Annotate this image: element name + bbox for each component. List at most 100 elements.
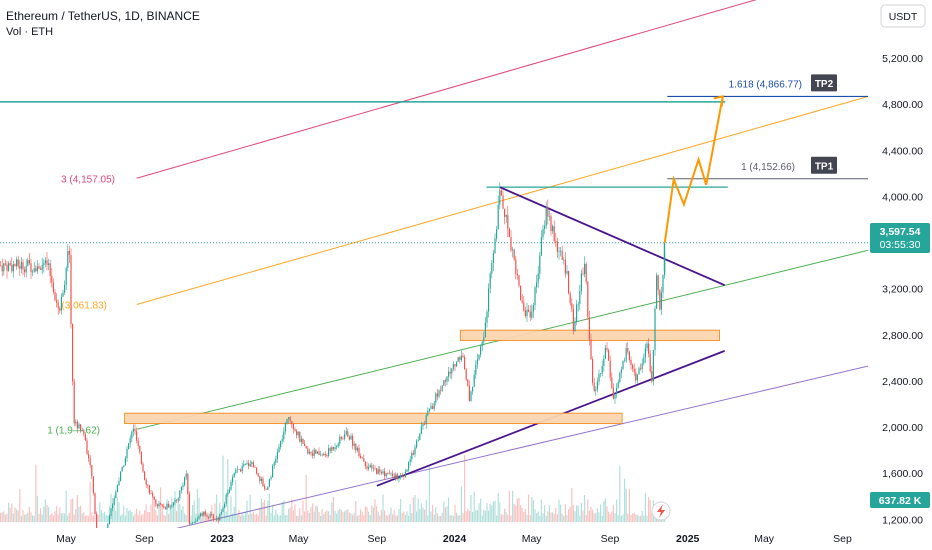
candle-body	[328, 448, 330, 456]
candle-body	[72, 324, 74, 382]
volume-bar	[497, 492, 499, 522]
candle-body	[256, 467, 258, 474]
price-tick: 2,000.00	[882, 422, 923, 434]
volume-bar	[339, 509, 341, 522]
volume-bar	[180, 509, 182, 522]
volume-bar	[246, 500, 248, 522]
volume-bar	[544, 505, 546, 522]
candle-body	[224, 503, 226, 508]
volume-bar	[363, 515, 365, 522]
volume-bar	[244, 511, 246, 522]
chart-title: Ethereum / TetherUS, 1D, BINANCE	[6, 9, 200, 23]
volume-bar	[294, 504, 296, 522]
candle-body	[649, 353, 651, 372]
volume-bar	[548, 505, 550, 522]
volume-bar	[8, 502, 10, 522]
volume-bar	[115, 510, 117, 522]
candle-body	[536, 282, 538, 288]
candle-body	[302, 438, 304, 444]
candle-body	[142, 463, 144, 472]
volume-bar	[374, 499, 376, 522]
candle-body	[552, 226, 554, 232]
candle-body	[67, 250, 69, 268]
candle-body	[361, 457, 363, 459]
candle-body	[33, 268, 35, 272]
volume-bar	[492, 501, 494, 522]
candle-body	[358, 447, 360, 457]
volume-bar	[360, 509, 362, 522]
lightning-icon[interactable]	[651, 501, 671, 521]
candle-body	[78, 424, 80, 429]
volume-bar	[316, 506, 318, 522]
candle-body	[176, 499, 178, 501]
volume-bar	[488, 510, 490, 522]
volume-bar	[582, 510, 584, 522]
candle-body	[510, 236, 512, 251]
candle-body	[4, 263, 6, 265]
candle-body	[630, 359, 632, 366]
candle-body	[326, 455, 328, 456]
candle-body	[28, 260, 30, 264]
volume-bar	[448, 497, 450, 522]
volume-bar	[379, 515, 381, 522]
volume-bar	[428, 465, 430, 522]
projection-line	[663, 96, 724, 243]
candle-body	[550, 216, 552, 232]
candle-body	[587, 281, 589, 318]
volume-bar	[430, 511, 432, 522]
volume-bar	[470, 495, 472, 522]
candle-body	[340, 436, 342, 439]
candle-body	[137, 440, 139, 446]
candle-body	[627, 348, 629, 352]
volume-bar	[553, 513, 555, 522]
volume-bar	[464, 455, 466, 522]
volume-bar	[556, 514, 558, 522]
candle-body	[542, 228, 544, 238]
candle-body	[484, 322, 486, 338]
volume-bar	[280, 515, 282, 522]
volume-bar	[547, 511, 549, 522]
candle-body	[483, 337, 485, 342]
volume-bar	[344, 511, 346, 522]
candle-body	[206, 514, 208, 518]
volume-bar	[491, 505, 493, 522]
candle-body	[504, 208, 506, 217]
volume-bar	[500, 514, 502, 522]
volume-bar	[99, 502, 101, 522]
candle-body	[452, 364, 454, 369]
volume-bar	[332, 496, 334, 522]
volume-bar	[638, 515, 640, 522]
volume-bar	[478, 503, 480, 522]
candle-body	[129, 438, 131, 444]
tp2-level-label: 1.618 (4,866.77)	[729, 79, 802, 90]
volume-bar	[595, 512, 597, 522]
candle-body	[547, 207, 549, 217]
volume-bar	[507, 514, 509, 522]
candle-body	[171, 505, 173, 507]
volume-bar	[254, 514, 256, 522]
candle-body	[145, 480, 147, 485]
candle-body	[188, 493, 190, 524]
volume-bar	[456, 512, 458, 522]
volume-bar	[257, 515, 259, 522]
volume-bar	[276, 513, 278, 522]
currency-button[interactable]: USDT	[880, 4, 926, 28]
volume-bar	[201, 510, 203, 522]
candle-body	[288, 417, 290, 420]
volume-bar	[73, 514, 75, 522]
volume-bar	[248, 514, 250, 522]
volume-bars	[0, 455, 666, 522]
candle-body	[440, 390, 442, 392]
volume-bar	[228, 515, 230, 522]
volume-bar	[561, 513, 563, 522]
volume-bar	[54, 511, 56, 522]
volume-bar	[32, 515, 34, 522]
candle-body	[617, 381, 619, 388]
volume-bar	[396, 515, 398, 522]
candle-body	[280, 440, 282, 447]
volume-bar	[321, 508, 323, 522]
volume-bar	[156, 515, 158, 522]
volume-bar	[260, 498, 262, 522]
volume-bar	[24, 514, 26, 522]
